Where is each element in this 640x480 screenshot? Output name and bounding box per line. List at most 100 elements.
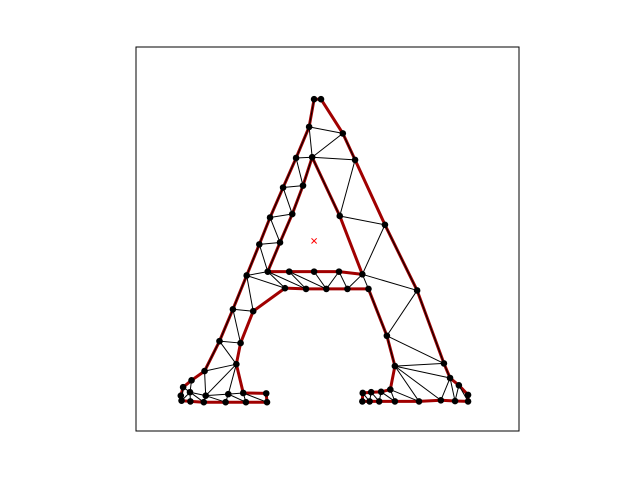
mesh-vertex: [292, 154, 300, 162]
mesh-vertex: [279, 184, 287, 191]
mesh-vertex: [233, 360, 240, 368]
mesh-vertex: [249, 307, 257, 315]
mesh-edge: [394, 365, 420, 402]
mesh-vertex: [299, 182, 307, 189]
mesh-vertex: [317, 95, 325, 103]
boundary-edge: [234, 341, 243, 366]
mesh-edge: [440, 377, 451, 401]
centroid-x-mark: [311, 237, 318, 244]
mesh-edge: [311, 156, 356, 161]
mesh-edge: [394, 365, 451, 379]
mesh-edge: [288, 271, 327, 290]
mesh-edge: [246, 243, 260, 276]
mesh-vertex: [187, 398, 194, 405]
axes-frame: [135, 46, 520, 432]
mesh-vertex: [186, 388, 194, 396]
boundary-edge: [283, 286, 308, 291]
mesh-vertex: [264, 268, 272, 275]
boundary-edge: [234, 362, 245, 395]
mesh-edge: [291, 185, 304, 215]
mesh-edge: [339, 215, 386, 226]
mesh-vertex: [464, 391, 472, 399]
boundary-edge: [417, 398, 443, 403]
mesh-edge: [449, 377, 456, 402]
mesh-edge: [342, 132, 356, 161]
mesh-vertex: [201, 367, 208, 375]
mesh-edge: [386, 335, 396, 367]
mesh-edge: [346, 273, 363, 290]
mesh-vertex: [225, 390, 232, 398]
mesh-edge: [386, 289, 418, 337]
mesh-vertex: [242, 398, 250, 406]
mesh-edge: [308, 98, 315, 128]
mesh-edge: [295, 157, 304, 187]
boundary-edge: [251, 286, 287, 313]
mesh-edge: [288, 271, 307, 290]
mesh-edge: [232, 274, 248, 310]
mesh-vertex: [178, 397, 185, 404]
mesh-edge: [313, 271, 327, 290]
mesh-edge: [361, 273, 418, 291]
mesh-vertex: [256, 241, 263, 248]
mesh-edge: [269, 187, 284, 218]
mesh-edge: [218, 308, 234, 342]
mesh-edge: [232, 308, 242, 344]
mesh-edge: [258, 243, 269, 273]
mesh-vertex: [262, 390, 270, 397]
mesh-vertex: [351, 156, 359, 164]
mesh-vertex: [437, 396, 445, 404]
mesh-vertex: [375, 398, 383, 405]
mesh-vertices: [177, 95, 472, 406]
mesh-edge: [282, 157, 297, 189]
mesh-edge: [204, 340, 220, 372]
mesh-edge: [384, 224, 418, 291]
mesh-vertex: [359, 271, 366, 278]
mesh-edge: [258, 216, 271, 245]
mesh-vertex: [202, 392, 210, 399]
mesh-edge: [218, 340, 237, 365]
mesh-edge: [282, 185, 304, 189]
mesh-edge: [394, 362, 445, 367]
mesh-edge: [205, 393, 229, 397]
mesh-edge: [308, 126, 344, 134]
mesh-vertex: [339, 130, 347, 137]
mesh-vertex: [310, 268, 318, 275]
mesh-vertex: [308, 153, 316, 161]
mesh-edge: [269, 216, 281, 243]
mesh-edge: [267, 241, 281, 273]
mesh-edge: [325, 271, 340, 290]
mesh-vertex: [237, 339, 244, 347]
mesh-edge: [302, 156, 313, 187]
mesh-edge: [246, 274, 254, 312]
mesh-vertex: [200, 398, 208, 406]
mesh-vertex: [464, 398, 472, 405]
mesh-vertex: [216, 337, 223, 345]
mesh-vertex: [285, 268, 293, 275]
mesh-edge: [218, 340, 242, 344]
mesh-edge: [308, 126, 313, 158]
mesh-edge: [232, 308, 254, 312]
mesh-edge: [267, 271, 286, 289]
mesh-edge: [246, 274, 286, 289]
mesh-vertex: [391, 398, 399, 405]
mesh-vertex: [391, 362, 399, 370]
mesh-edge: [311, 132, 344, 158]
mesh-edge: [367, 288, 388, 337]
mesh-vertex: [177, 392, 185, 399]
mesh-vertex: [179, 383, 187, 391]
mesh-vertex: [440, 360, 448, 367]
boundary-edge: [319, 97, 345, 135]
mesh-vertex: [381, 221, 389, 229]
mesh-edge: [416, 289, 445, 364]
mesh-vertex: [413, 287, 421, 294]
mesh-vertex: [276, 239, 284, 246]
mesh-vertex: [451, 397, 459, 405]
mesh-vertex: [455, 382, 463, 389]
mesh-vertex: [446, 374, 454, 382]
mesh-vertex: [415, 398, 423, 405]
boundary-edges: [179, 97, 470, 404]
mesh-vertex: [222, 398, 229, 406]
mesh-edge: [205, 395, 227, 403]
